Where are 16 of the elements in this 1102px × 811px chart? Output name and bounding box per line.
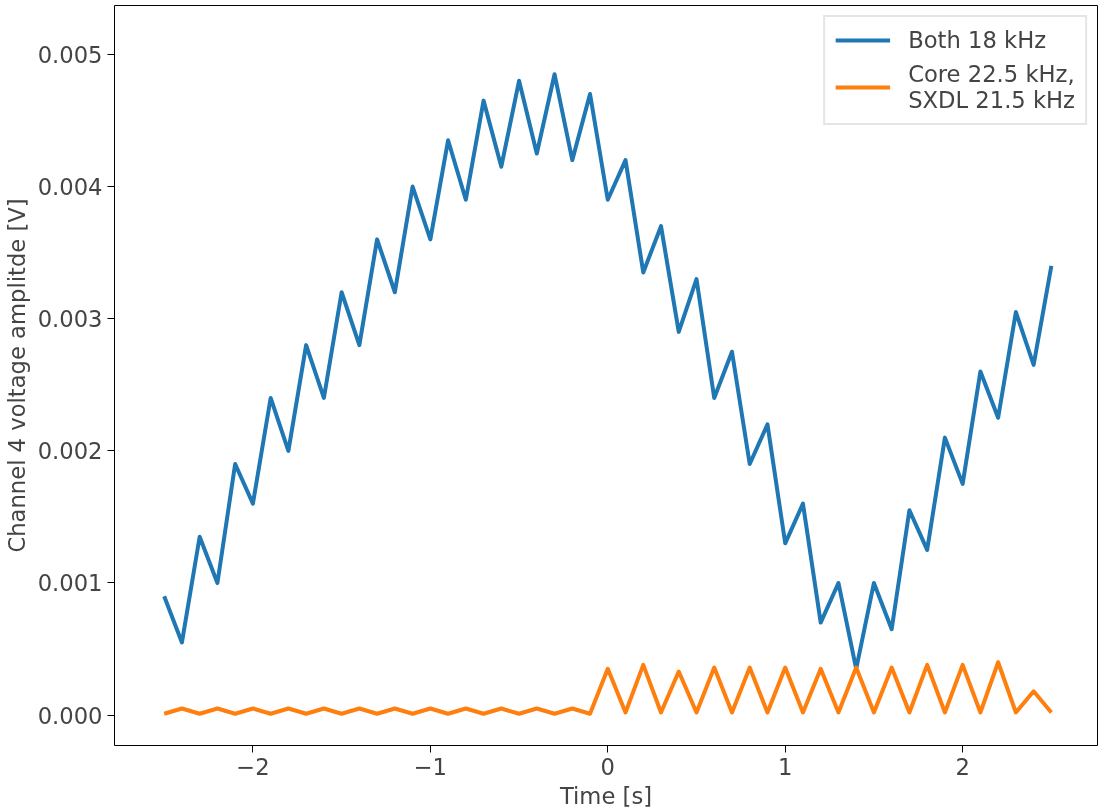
x-tick-label: 2: [955, 753, 970, 780]
legend-label: Core 22.5 kHz, SXDL 21.5 kHz: [908, 61, 1075, 113]
y-tick-label: 0.002: [37, 438, 103, 465]
legend-label: Both 18 kHz: [908, 27, 1047, 53]
x-tick-label: −1: [413, 753, 448, 780]
y-tick-label: 0.004: [37, 174, 103, 201]
line-series: [162, 660, 1054, 716]
y-axis-title: Channel 4 voltage amplitde [V]: [3, 198, 30, 553]
y-tick-label: 0.003: [37, 306, 103, 333]
y-tick-label: 0.005: [37, 41, 103, 68]
y-tick-label: 0.001: [37, 570, 103, 597]
x-axis-title: Time [s]: [558, 782, 653, 809]
x-tick-label: −2: [236, 753, 270, 780]
y-tick-label: 0.000: [37, 702, 103, 729]
x-tick-label: 1: [778, 753, 793, 780]
x-tick-label: 0: [600, 753, 615, 780]
